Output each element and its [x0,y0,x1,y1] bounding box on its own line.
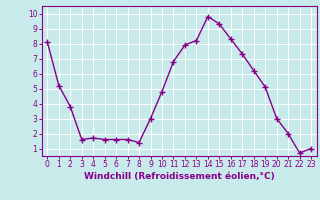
X-axis label: Windchill (Refroidissement éolien,°C): Windchill (Refroidissement éolien,°C) [84,172,275,181]
